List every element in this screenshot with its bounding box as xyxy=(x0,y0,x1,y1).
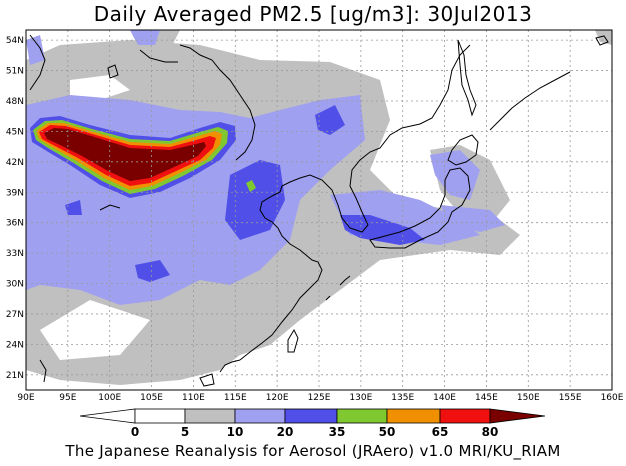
lat-tick-label: 36N xyxy=(6,219,24,229)
lat-tick-label: 21N xyxy=(6,371,24,381)
lon-tick-label: 110E xyxy=(182,393,205,403)
colorbar-swatch xyxy=(336,408,388,424)
colorbar-swatch xyxy=(134,408,186,424)
lon-tick-label: 115E xyxy=(224,393,247,403)
coastlines xyxy=(29,34,609,387)
plot-frame xyxy=(25,29,613,391)
latitude-labels: 21N 24N 27N 30N 33N 36N 39N 42N 45N 48N 51N 54N xyxy=(6,36,24,381)
colorbar-high-triangle xyxy=(489,408,546,424)
lon-tick-label: 105E xyxy=(140,393,163,403)
colorbar-label: 50 xyxy=(379,425,396,439)
map-footer: The Japanese Reanalysis for Aerosol (JRA… xyxy=(65,442,561,460)
colorbar-label: 65 xyxy=(432,425,449,439)
field-level-20-c xyxy=(315,105,345,135)
field-level-20-e xyxy=(65,200,82,215)
lat-tick-label: 39N xyxy=(6,188,24,198)
lat-tick-label: 24N xyxy=(6,340,24,350)
colorbar-swatch xyxy=(386,408,441,424)
longitude-labels: 90E 95E 100E 105E 110E 115E 120E 125E 130E 135E 14… xyxy=(17,393,623,403)
lon-tick-label: 145E xyxy=(475,393,498,403)
field-level-10-ne xyxy=(430,150,480,200)
field-level-35-spot xyxy=(246,180,256,192)
lon-tick-label: 95E xyxy=(59,393,76,403)
colorbar: 0 5 10 20 35 50 65 80 xyxy=(79,408,546,439)
colorbar-label: 0 xyxy=(131,425,139,439)
colorbar-label: 20 xyxy=(277,425,294,439)
plume-level-80 xyxy=(44,128,206,181)
field-level-10-n xyxy=(130,30,160,45)
lat-tick-label: 42N xyxy=(6,158,24,168)
lon-tick-label: 140E xyxy=(433,393,456,403)
lat-tick-label: 48N xyxy=(6,97,24,107)
lat-tick-label: 54N xyxy=(6,36,24,46)
lon-tick-label: 120E xyxy=(266,393,289,403)
field-level-20-d xyxy=(135,260,170,282)
colorbar-label: 10 xyxy=(227,425,244,439)
lat-tick-label: 30N xyxy=(6,280,24,290)
colorbar-low-triangle xyxy=(79,408,136,424)
lon-tick-label: 130E xyxy=(349,393,372,403)
lat-tick-label: 33N xyxy=(6,249,24,259)
lon-tick-label: 135E xyxy=(391,393,414,403)
concentration-fields xyxy=(26,30,612,385)
colorbar-swatch xyxy=(284,408,338,424)
lat-tick-label: 27N xyxy=(6,310,24,320)
colorbar-label: 5 xyxy=(181,425,189,439)
colorbar-label: 35 xyxy=(329,425,346,439)
lon-tick-label: 155E xyxy=(559,393,582,403)
lon-tick-label: 100E xyxy=(98,393,121,403)
lat-tick-label: 45N xyxy=(6,127,24,137)
field-level-10-w xyxy=(26,35,45,65)
field-level-20 xyxy=(225,160,285,240)
field-level-10-ne2 xyxy=(440,205,505,232)
lon-tick-label: 90E xyxy=(17,393,34,403)
colorbar-swatch xyxy=(184,408,236,424)
field-low-hole-1 xyxy=(70,75,130,100)
lat-tick-label: 51N xyxy=(6,67,24,77)
lon-tick-label: 150E xyxy=(517,393,540,403)
colorbar-swatch xyxy=(234,408,286,424)
lon-tick-label: 160E xyxy=(601,393,624,403)
colorbar-swatch xyxy=(439,408,491,424)
lon-tick-label: 125E xyxy=(308,393,331,403)
map-title: Daily Averaged PM2.5 [ug/m3]: 30Jul2013 xyxy=(93,2,533,26)
colorbar-label: 80 xyxy=(482,425,499,439)
